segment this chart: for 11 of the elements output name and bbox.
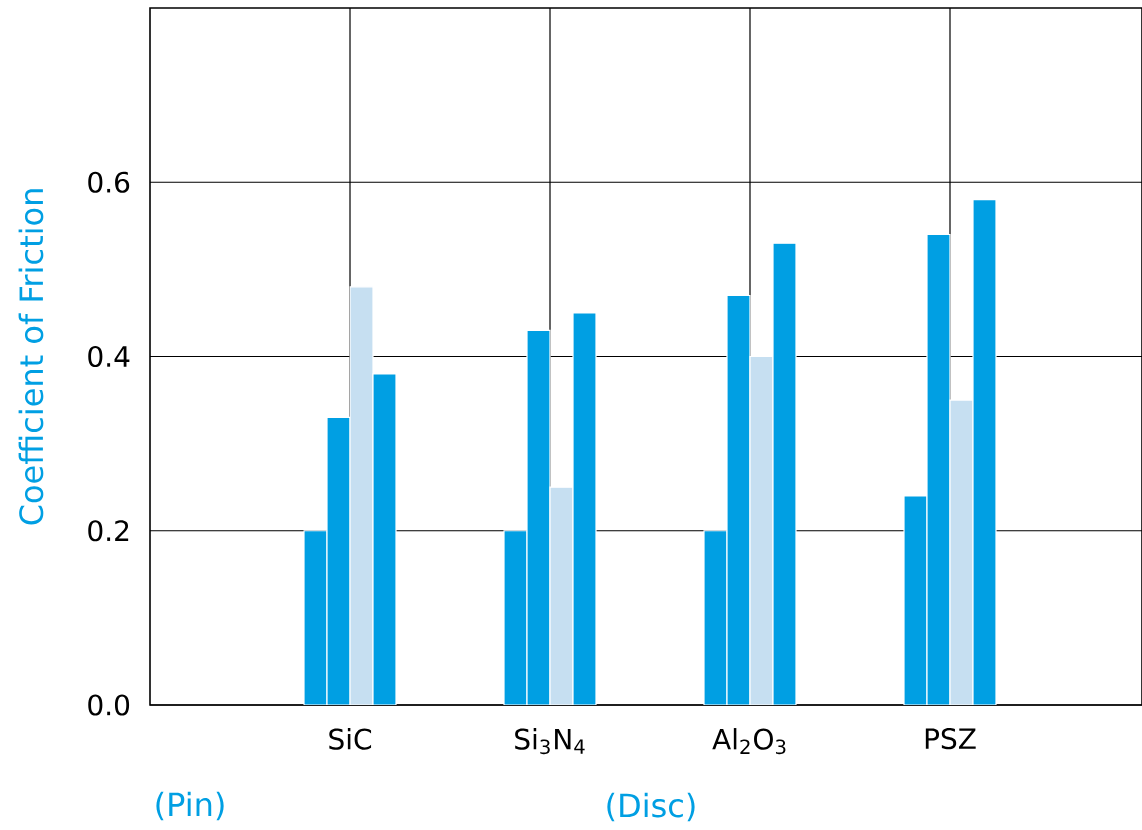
x-tick-label: SiC	[329, 728, 372, 750]
y-tick-label: 0.0	[88, 694, 130, 716]
y-tick-label: 0.4	[88, 345, 130, 368]
x-tick-label: PSZ	[925, 728, 976, 750]
y-axis-title: Coefficient of Friction	[18, 189, 44, 525]
y-tick-label: 0.6	[88, 171, 130, 193]
text: (Pin)	[156, 791, 224, 821]
x-axis-title: (Disc)	[607, 792, 695, 822]
x-tick-label: Si$_{3}$N$_{4}$	[515, 728, 585, 755]
y-tick-label: 0.2	[88, 520, 129, 542]
x-tick-label: Al$_{2}$O$_{3}$	[712, 728, 786, 755]
